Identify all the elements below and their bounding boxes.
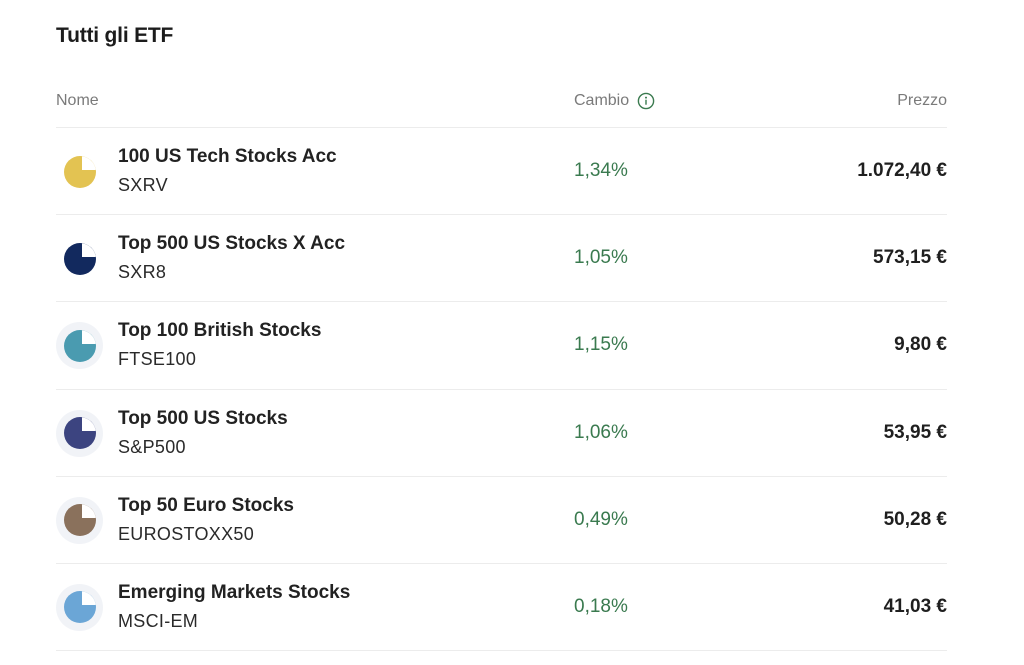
etf-change: 0,18% <box>574 595 628 617</box>
page-title: Tutti gli ETF <box>56 24 174 47</box>
pie-chart-icon <box>56 322 103 370</box>
etf-change: 1,05% <box>574 247 628 269</box>
info-icon[interactable] <box>637 92 655 110</box>
table-row[interactable]: Top 100 British Stocks FTSE100 1,15% 9,80 € <box>56 302 947 390</box>
etf-price: 50,28 € <box>883 508 947 530</box>
etf-price: 53,95 € <box>883 421 947 443</box>
etf-table: Nome Cambio Prezzo 100 US Tech Stocks Ac… <box>56 80 947 652</box>
etf-ticker: MSCI-EM <box>118 610 199 631</box>
etf-ticker: SXR8 <box>118 262 167 283</box>
etf-name[interactable]: Top 500 US Stocks <box>118 407 288 429</box>
etf-price: 573,15 € <box>873 247 947 269</box>
etf-ticker: FTSE100 <box>118 349 197 370</box>
pie-chart-icon <box>56 496 103 544</box>
etf-change: 1,34% <box>574 160 628 181</box>
pie-chart-icon <box>56 235 103 282</box>
table-header: Nome Cambio Prezzo <box>56 80 947 128</box>
etf-name[interactable]: Top 500 US Stocks X Acc <box>118 233 346 255</box>
etf-name[interactable]: 100 US Tech Stocks Acc <box>118 146 337 167</box>
pie-chart-icon <box>56 148 103 195</box>
column-header-change[interactable]: Cambio <box>574 92 655 110</box>
table-row[interactable]: Top 500 US Stocks X Acc SXR8 1,05% 573,15 € <box>56 215 947 303</box>
table-row[interactable]: Top 500 US Stocks S&P500 1,06% 53,95 € <box>56 390 947 477</box>
etf-change: 1,06% <box>574 421 628 443</box>
etf-name[interactable]: Top 50 Euro Stocks <box>118 494 294 516</box>
etf-name[interactable]: Emerging Markets Stocks <box>118 581 351 603</box>
table-row[interactable]: 100 US Tech Stocks Acc SXRV 1,34% 1.072,40 … <box>56 128 947 216</box>
etf-change: 1,15% <box>574 334 628 356</box>
pie-chart-icon <box>56 409 103 457</box>
etf-ticker: S&P500 <box>118 436 186 457</box>
etf-rows: 100 US Tech Stocks Acc SXRV 1,34% 1.072,40 … <box>56 128 947 652</box>
etf-price: 41,03 € <box>883 595 947 617</box>
table-row[interactable]: Top 50 Euro Stocks EUROSTOXX50 0,49% 50,28 … <box>56 477 947 564</box>
column-header-name[interactable]: Nome <box>56 92 99 109</box>
table-row[interactable]: Emerging Markets Stocks MSCI-EM 0,18% 41,03… <box>56 564 947 652</box>
etf-ticker: SXRV <box>118 175 168 195</box>
column-header-price[interactable]: Prezzo <box>897 92 947 109</box>
column-header-change-label: Cambio <box>574 92 630 109</box>
pie-chart-icon <box>56 583 103 631</box>
etf-name[interactable]: Top 100 British Stocks <box>118 320 322 342</box>
etf-price: 9,80 € <box>894 334 947 356</box>
etf-change: 0,49% <box>574 508 628 530</box>
etf-price: 1.072,40 € <box>857 160 947 181</box>
etf-ticker: EUROSTOXX50 <box>118 523 255 544</box>
